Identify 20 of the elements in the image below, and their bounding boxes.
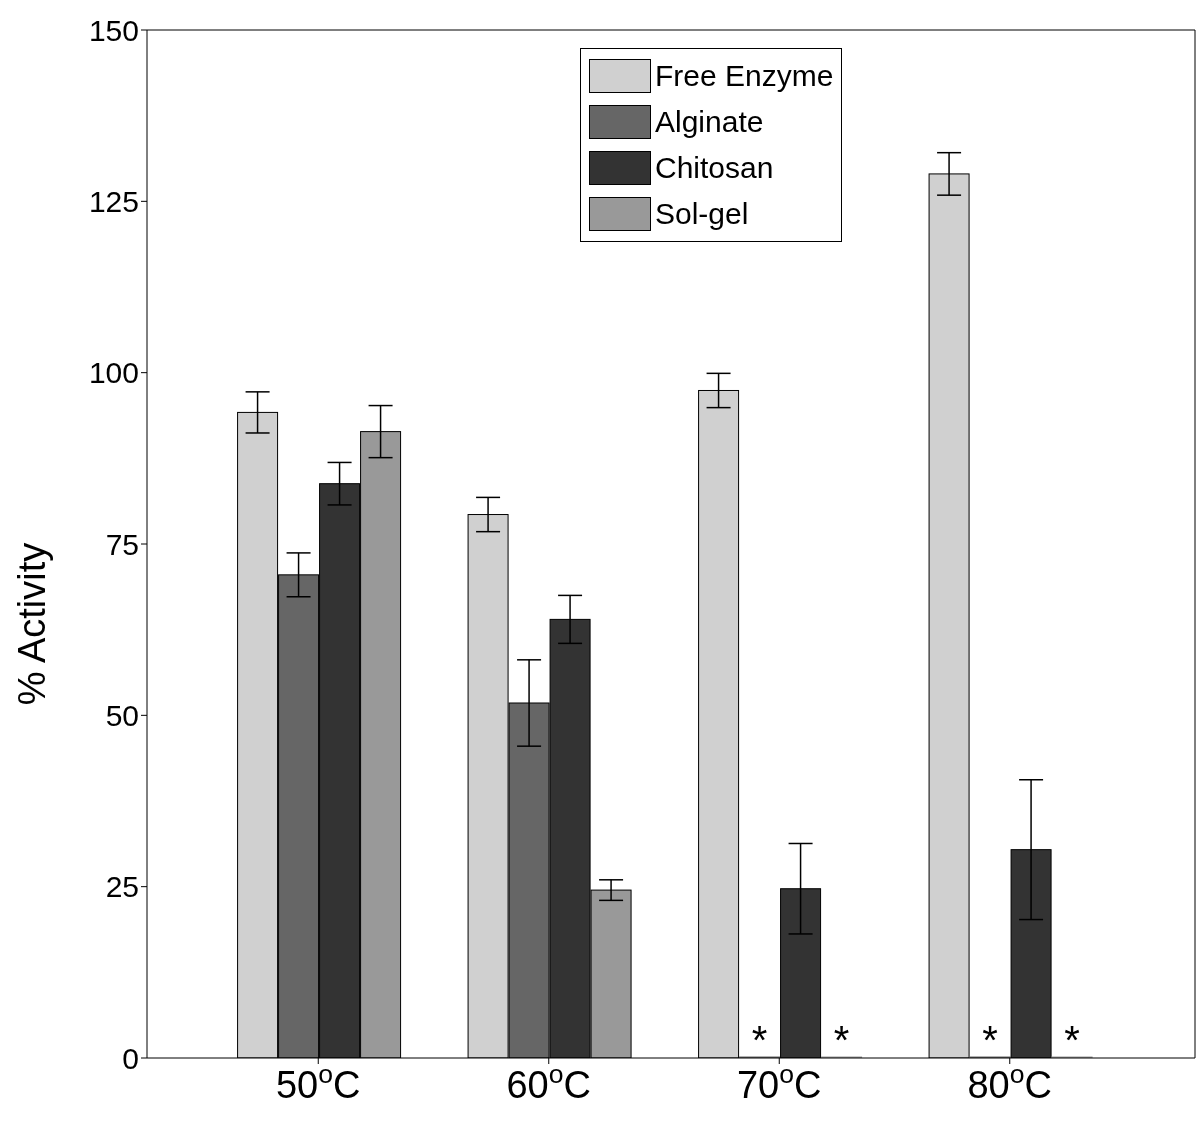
x-tick-label: 70$^{o}$C bbox=[736, 1059, 822, 1106]
y-tick-label: 50 bbox=[105, 698, 139, 732]
x-tick-label: 60$^{o}$C bbox=[506, 1059, 592, 1106]
legend-label: Free Enzyme bbox=[655, 59, 834, 93]
x-tick-label: 50$^{o}$C bbox=[275, 1059, 361, 1106]
x-tick-label: 80$^{o}$C bbox=[967, 1059, 1053, 1106]
data-label: * bbox=[982, 1018, 998, 1062]
y-axis-title: % Activity bbox=[11, 542, 54, 706]
data-label: * bbox=[1064, 1018, 1080, 1062]
y-tick-label: 125 bbox=[88, 184, 139, 218]
y-tick-label: 100 bbox=[88, 356, 139, 390]
y-tick-label: 25 bbox=[105, 870, 139, 904]
legend-label: Sol-gel bbox=[655, 197, 749, 231]
y-tick-label: 75 bbox=[105, 527, 139, 561]
legend-label: Chitosan bbox=[655, 151, 774, 185]
y-tick-label: 150 bbox=[88, 13, 139, 47]
legend-label: Alginate bbox=[655, 105, 764, 139]
y-tick-label: 0 bbox=[122, 1041, 139, 1075]
data-label: * bbox=[833, 1018, 850, 1062]
data-label: * bbox=[751, 1018, 768, 1062]
